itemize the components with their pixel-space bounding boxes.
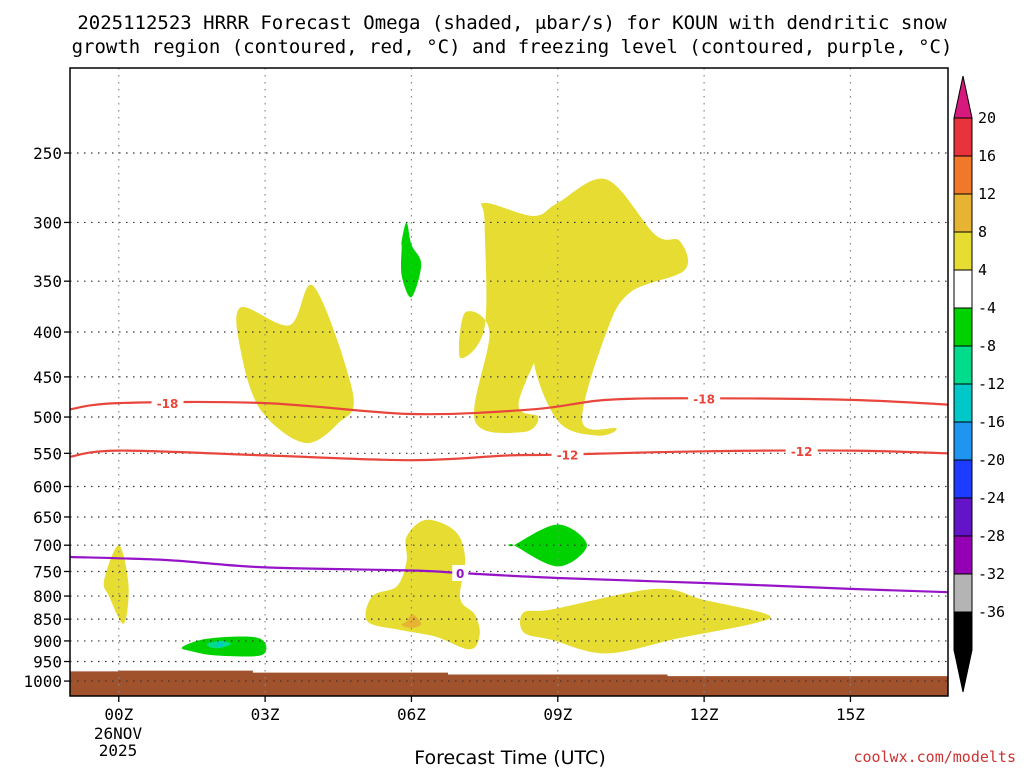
- contour-label-dgz_-12-1: -12: [791, 445, 813, 459]
- colorbar-label-12: 12: [978, 185, 996, 203]
- y-tick-label-700: 700: [33, 536, 62, 555]
- omega-region-rise-e: [520, 588, 771, 654]
- colorbar-swatch-8: [953, 231, 973, 271]
- omega-region-rise-c: [103, 545, 129, 624]
- y-tick-label-500: 500: [33, 408, 62, 427]
- colorbar-swatch--12: [953, 383, 973, 423]
- y-tick-label-250: 250: [33, 144, 62, 163]
- colorbar-swatch-20: [953, 117, 973, 157]
- colorbar-bottom-arrow: [953, 649, 973, 693]
- title-line-2: growth region (contoured, red, °C) and f…: [72, 36, 953, 58]
- colorbar-label--28: -28: [978, 527, 1005, 545]
- colorbar-label-8: 8: [978, 223, 987, 241]
- y-tick-label-650: 650: [33, 508, 62, 527]
- credit-text: coolwx.com/modelts: [853, 748, 1016, 766]
- y-tick-label-800: 800: [33, 587, 62, 606]
- omega-region-sink-a: [400, 222, 422, 298]
- y-tick-label-300: 300: [33, 213, 62, 232]
- contour-label-freezing_level_0-0: 0: [456, 567, 464, 581]
- colorbar-label--8: -8: [978, 337, 996, 355]
- colorbar-swatch--8: [953, 345, 973, 385]
- x-tick-label-09Z: 09Z: [543, 705, 572, 724]
- colorbar: 20 16 12 8 4 -4 -8 -12 -16 -20 -24 -28 -32 -36: [953, 75, 1005, 693]
- x-date-label-day: 26NOV: [94, 724, 143, 743]
- y-tick-label-900: 900: [33, 632, 62, 651]
- x-axis: 00Z 03Z 06Z 09Z 12Z 15Z: [104, 696, 865, 724]
- contour-label-bg-freezing_level_0-0: [452, 564, 469, 581]
- colorbar-label--36: -36: [978, 603, 1005, 621]
- y-tick-label-350: 350: [33, 272, 62, 291]
- title-line-1: 2025112523 HRRR Forecast Omega (shaded, …: [77, 12, 947, 34]
- colorbar-swatch--36: [953, 611, 973, 651]
- y-tick-label-1000: 1000: [23, 672, 62, 691]
- contour-label-bg-dgz_-18-1: [688, 390, 721, 407]
- surface-ground: [70, 670, 948, 696]
- x-tick-label-00Z: 00Z: [104, 705, 133, 724]
- x-tick-label-03Z: 03Z: [251, 705, 280, 724]
- colorbar-label--32: -32: [978, 565, 1005, 583]
- colorbar-swatch--24: [953, 497, 973, 537]
- colorbar-swatch--4: [953, 307, 973, 347]
- y-tick-label-550: 550: [33, 444, 62, 463]
- contour-label-bg-dgz_-12-1: [785, 442, 818, 459]
- x-date-label-year: 2025: [99, 741, 138, 760]
- omega-shading-layer: [70, 178, 948, 696]
- x-tick-label-15Z: 15Z: [836, 705, 865, 724]
- omega-region-sink-e: [216, 642, 224, 647]
- y-tick-label-950: 950: [33, 653, 62, 672]
- colorbar-label-20: 20: [978, 109, 996, 127]
- x-tick-label-12Z: 12Z: [690, 705, 719, 724]
- y-tick-label-850: 850: [33, 610, 62, 629]
- colorbar-swatch-16: [953, 155, 973, 195]
- plot-frame: [69, 67, 949, 697]
- colorbar-top-arrow: [953, 75, 973, 119]
- colorbar-label--12: -12: [978, 375, 1005, 393]
- colorbar-swatch-4: [953, 269, 973, 309]
- colorbar-swatch--32: [953, 573, 973, 613]
- colorbar-swatch--20: [953, 459, 973, 499]
- contour-layer: -18 -18 -12 -12 0: [70, 390, 948, 594]
- colorbar-swatch--16: [953, 421, 973, 461]
- contour-label-dgz_-18-0: -18: [157, 397, 179, 411]
- omega-region-rise-b: [458, 178, 689, 436]
- y-tick-label-750: 750: [33, 562, 62, 581]
- omega-region-sink-b: [508, 524, 587, 567]
- colorbar-swatch--28: [953, 535, 973, 575]
- colorbar-label-4: 4: [978, 261, 987, 279]
- x-tick-label-06Z: 06Z: [397, 705, 426, 724]
- colorbar-label-16: 16: [978, 147, 996, 165]
- y-tick-label-400: 400: [33, 323, 62, 342]
- contour-label-bg-dgz_-18-0: [151, 395, 184, 412]
- colorbar-swatch-12: [953, 193, 973, 233]
- x-axis-title: Forecast Time (UTC): [414, 747, 605, 768]
- y-tick-label-450: 450: [33, 368, 62, 387]
- contour-dgz_-18: [70, 397, 948, 416]
- contour-label-dgz_-12-0: -12: [557, 448, 579, 462]
- contour-label-dgz_-18-1: -18: [693, 392, 715, 406]
- omega-region-rise-d: [365, 519, 480, 650]
- colorbar-label--24: -24: [978, 489, 1005, 507]
- y-tick-label-600: 600: [33, 477, 62, 496]
- colorbar-label--4: -4: [978, 299, 996, 317]
- colorbar-label--16: -16: [978, 413, 1005, 431]
- colorbar-label--20: -20: [978, 451, 1005, 469]
- y-axis: 250 300 350 400 450 500 550 600 650 700 750 800 850 9…: [23, 144, 70, 691]
- omega-region-rise-a: [236, 284, 354, 444]
- contour-label-bg-dgz_-12-0: [551, 446, 584, 463]
- contour-freezing_level_0: [70, 555, 948, 594]
